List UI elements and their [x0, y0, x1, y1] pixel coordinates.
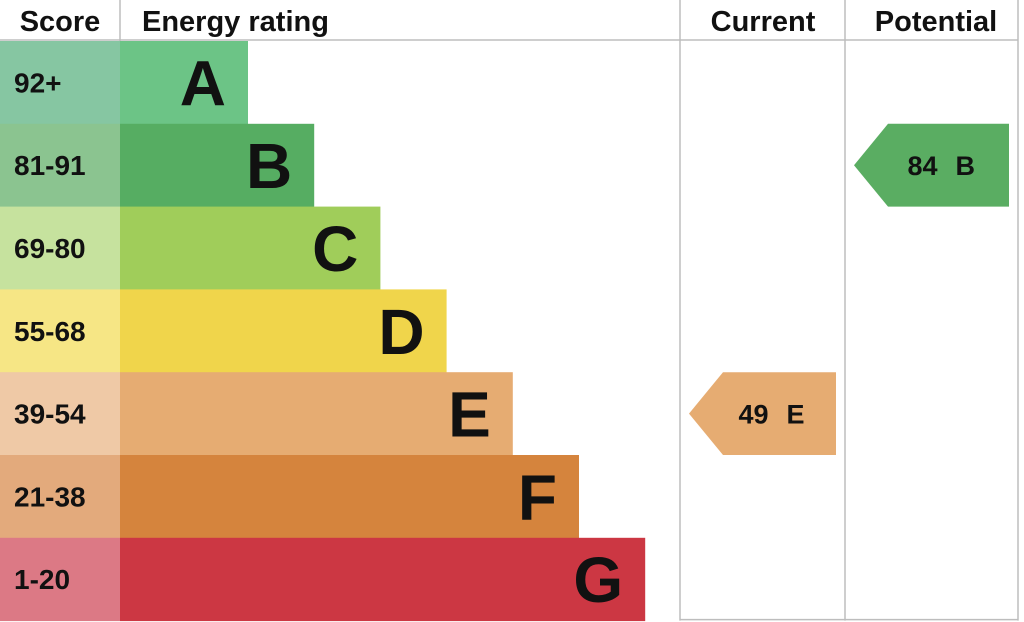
rating-bar-c [120, 206, 381, 290]
potential-rating-arrow [854, 123, 1009, 207]
rating-bands: 92+ A 81-91 B 69-80 C 55-68 D 39-54 E 21-38 F 1-20 G [0, 41, 646, 622]
rating-bar-f [120, 455, 579, 539]
rating-bar-a [120, 41, 248, 125]
rating-letter-d: D [378, 296, 424, 368]
current-header: Current [711, 6, 816, 38]
rating-letter-g: G [573, 544, 623, 616]
score-cell-b [0, 123, 120, 208]
rating-letter-e: E [448, 379, 491, 451]
score-range-d: 55-68 [14, 316, 86, 347]
rating-letter-b: B [246, 130, 292, 202]
score-range-f: 21-38 [14, 481, 86, 512]
score-range-c: 69-80 [14, 233, 86, 264]
potential-header: Potential [875, 6, 997, 38]
score-cell-g [0, 537, 120, 622]
score-cell-c [0, 206, 120, 290]
rating-bar-e [120, 372, 513, 456]
energy-rating-header: Energy rating [142, 6, 329, 38]
score-range-a: 92+ [14, 67, 62, 98]
potential-rating-letter: B [956, 151, 976, 181]
rating-bar-b [120, 123, 315, 208]
score-cell-d [0, 289, 120, 373]
rating-letter-f: F [518, 461, 557, 533]
current-rating-letter: E [787, 400, 805, 430]
rating-letter-c: C [312, 213, 358, 285]
score-header: Score [20, 6, 101, 38]
score-cell-e [0, 372, 120, 456]
current-rating-arrow [689, 372, 836, 455]
score-range-b: 81-91 [14, 150, 86, 181]
current-rating-score: 49 [738, 400, 768, 430]
score-cell-f [0, 455, 120, 539]
score-cell-a [0, 41, 120, 125]
rating-letter-a: A [180, 47, 226, 119]
rating-bar-g [120, 537, 646, 622]
potential-rating-score: 84 [907, 151, 937, 181]
rating-bar-d [120, 289, 447, 373]
score-range-e: 39-54 [14, 399, 86, 430]
rating-indicators: 49 E 84 B [689, 123, 1009, 455]
score-range-g: 1-20 [14, 564, 70, 595]
